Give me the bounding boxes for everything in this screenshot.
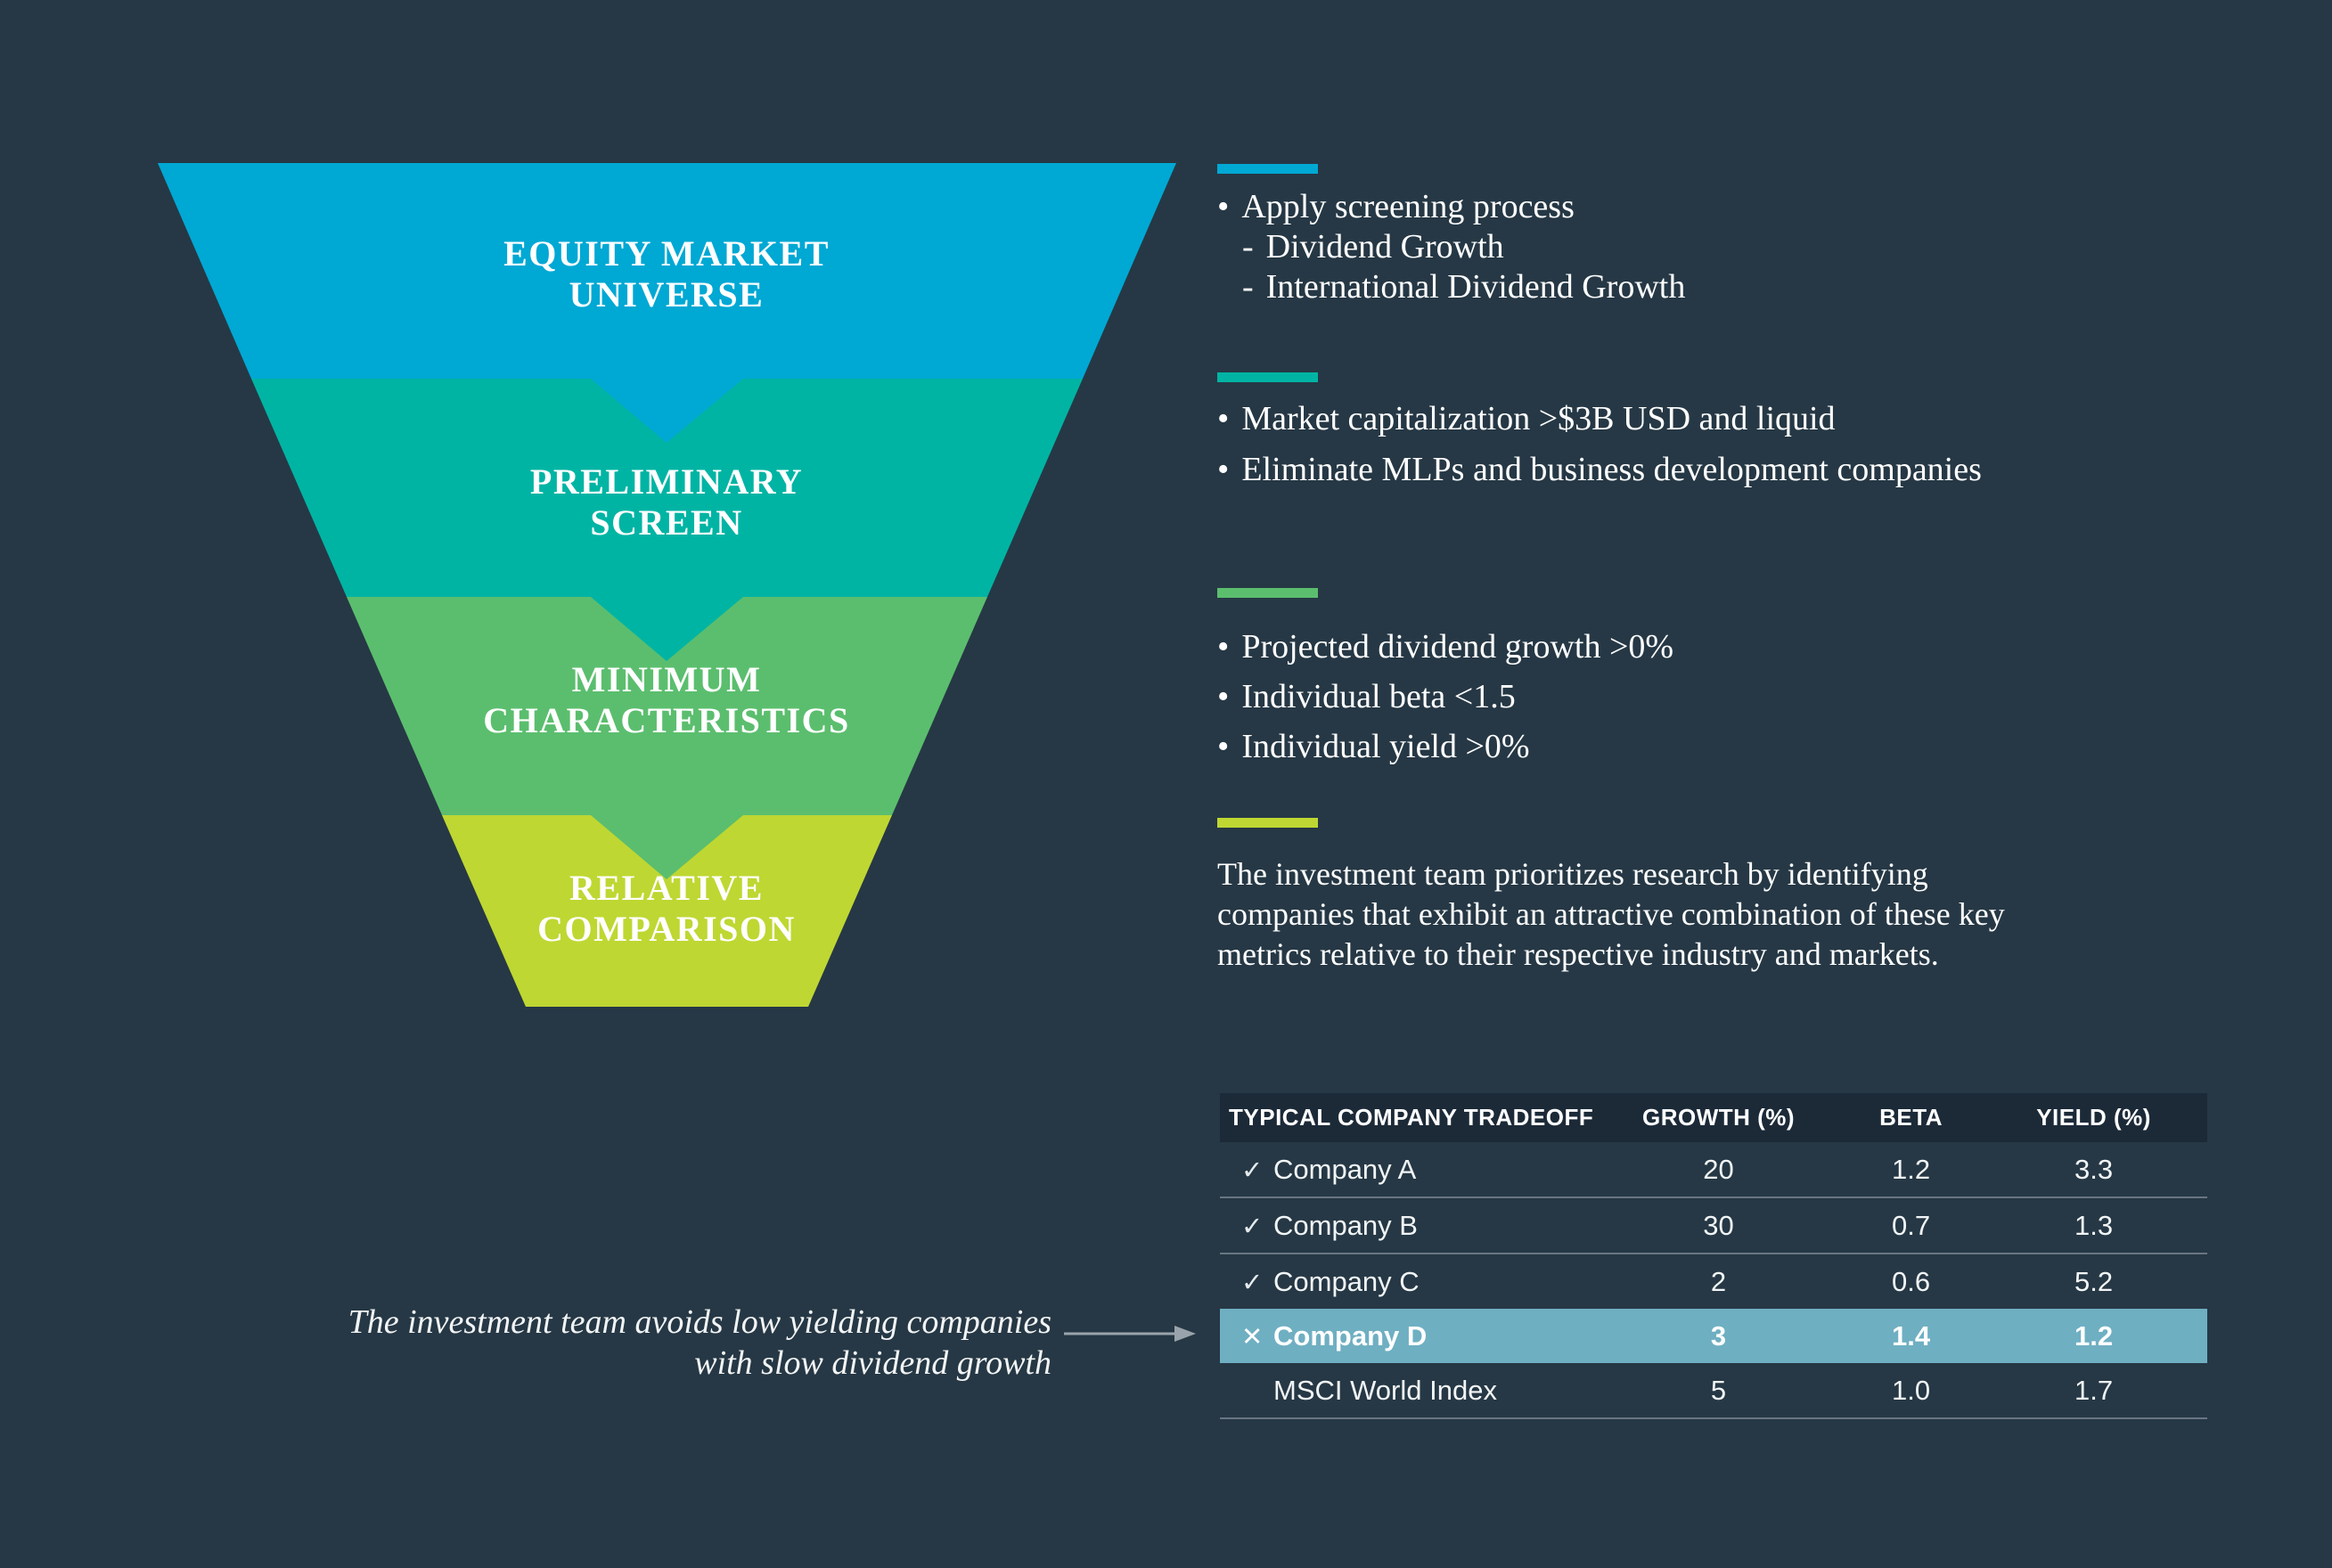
- bullet-text: Individual yield >0%: [1241, 728, 1530, 765]
- company-name: Company D: [1273, 1319, 1428, 1352]
- funnel-label-preliminary-screen: PRELIMINARY SCREEN: [221, 461, 1112, 543]
- company-name: MSCI World Index: [1273, 1374, 1497, 1406]
- paragraph-line: metrics relative to their respective ind…: [1217, 936, 1939, 972]
- column-header-beta: BETA: [1879, 1104, 1943, 1131]
- bullet-marker: •: [1217, 451, 1230, 488]
- funnel-stage-preliminary-screen: [251, 379, 1083, 661]
- funnel-label-equity-market-universe: EQUITY MARKET UNIVERSE: [221, 233, 1112, 315]
- table-row-company-c: ✓ Company C 2 0.6 5.2: [1220, 1253, 2207, 1309]
- bullet-marker: •: [1217, 400, 1230, 437]
- table-header-row: TYPICAL COMPANY TRADEOFF GROWTH (%) BETA…: [1220, 1093, 2207, 1142]
- beta-value: 1.2: [1892, 1153, 1931, 1185]
- yield-value: 1.2: [2074, 1319, 2114, 1352]
- column-header-growth: GROWTH (%): [1641, 1104, 1796, 1131]
- funnel-label-minimum-characteristics: MINIMUM CHARACTERISTICS: [221, 659, 1112, 741]
- bullet-item: • Eliminate MLPs and business developmen…: [1217, 445, 1982, 495]
- bullet-marker: •: [1217, 678, 1230, 715]
- yield-value: 1.3: [2074, 1209, 2114, 1241]
- funnel-label-line: PRELIMINARY: [529, 461, 804, 502]
- bullet-item: - Dividend Growth: [1217, 227, 1685, 267]
- company-name: Company A: [1273, 1153, 1417, 1185]
- funnel-stage-equity-market-universe: [158, 163, 1176, 443]
- note-section-preliminary: • Market capitalization >$3B USD and liq…: [1217, 394, 1982, 495]
- bullet-item: • Projected dividend growth >0%: [1217, 622, 1673, 672]
- check-icon: ✓: [1241, 1210, 1264, 1241]
- funnel-label-line: EQUITY MARKET: [503, 233, 830, 274]
- yield-value: 3.3: [2074, 1153, 2114, 1185]
- bullet-item: • Market capitalization >$3B USD and liq…: [1217, 394, 1982, 445]
- bullet-text: International Dividend Growth: [1265, 268, 1686, 306]
- bullet-text: Dividend Growth: [1265, 228, 1504, 265]
- bullet-text: Market capitalization >$3B USD and liqui…: [1241, 400, 1836, 437]
- check-icon: ✓: [1241, 1266, 1264, 1297]
- funnel-label-line: RELATIVE: [569, 868, 764, 908]
- table-row-msci-world-index: MSCI World Index 5 1.0 1.7: [1220, 1363, 2207, 1417]
- accent-dash-green: [1217, 588, 1318, 598]
- beta-value: 1.4: [1892, 1319, 1931, 1352]
- avoidance-annotation: The investment team avoids low yielding …: [250, 1302, 1051, 1384]
- growth-value: 3: [1710, 1319, 1727, 1352]
- bullet-item: • Individual beta <1.5: [1217, 672, 1673, 722]
- beta-value: 1.0: [1892, 1374, 1931, 1406]
- growth-value: 30: [1703, 1209, 1734, 1241]
- note-section-screening: • Apply screening process - Dividend Gro…: [1217, 187, 1685, 307]
- funnel-stage-minimum-characteristics: [347, 597, 987, 879]
- growth-value: 20: [1703, 1153, 1734, 1185]
- funnel-label-line: UNIVERSE: [569, 274, 765, 314]
- note-section-minimum: • Projected dividend growth >0% • Indivi…: [1217, 622, 1673, 772]
- bullet-marker: •: [1217, 728, 1230, 765]
- yield-value: 1.7: [2074, 1374, 2114, 1406]
- funnel-label-line: MINIMUM: [571, 659, 762, 699]
- beta-value: 0.7: [1892, 1209, 1931, 1241]
- bullet-marker: •: [1217, 628, 1230, 666]
- column-header-yield: YIELD (%): [2036, 1104, 2151, 1131]
- annotation-line: The investment team avoids low yielding …: [348, 1303, 1051, 1341]
- bullet-text: Apply screening process: [1241, 188, 1575, 225]
- bullet-item: • Apply screening process: [1217, 187, 1685, 227]
- check-icon: ✓: [1241, 1154, 1264, 1185]
- yield-value: 5.2: [2074, 1265, 2114, 1297]
- accent-dash-teal: [1217, 372, 1318, 382]
- cross-icon: ✕: [1241, 1320, 1264, 1352]
- growth-value: 5: [1710, 1374, 1727, 1406]
- funnel-label-line: SCREEN: [590, 502, 743, 543]
- funnel-stage-relative-comparison: [442, 815, 892, 1007]
- annotation-line: with slow dividend growth: [694, 1344, 1051, 1382]
- growth-value: 2: [1710, 1265, 1727, 1297]
- table-row-company-d-highlighted: ✕ Company D 3 1.4 1.2: [1220, 1309, 2207, 1363]
- bullet-marker: •: [1217, 188, 1230, 225]
- right-arrow-icon: [1064, 1326, 1196, 1342]
- note-section-relative-paragraph: The investment team prioritizes research…: [1217, 854, 2005, 975]
- accent-dash-yellow: [1217, 818, 1318, 828]
- tradeoff-table: TYPICAL COMPANY TRADEOFF GROWTH (%) BETA…: [1220, 1093, 2207, 1419]
- table-bottom-border: [1220, 1417, 2207, 1419]
- column-header-company: TYPICAL COMPANY TRADEOFF: [1229, 1104, 1594, 1131]
- funnel-label-relative-comparison: RELATIVE COMPARISON: [221, 868, 1112, 950]
- bullet-item: - International Dividend Growth: [1217, 267, 1685, 307]
- company-name: Company C: [1273, 1265, 1420, 1297]
- bullet-text: Individual beta <1.5: [1241, 678, 1516, 715]
- table-row-company-b: ✓ Company B 30 0.7 1.3: [1220, 1196, 2207, 1253]
- beta-value: 0.6: [1892, 1265, 1931, 1297]
- funnel-label-line: COMPARISON: [537, 909, 796, 949]
- funnel-label-line: CHARACTERISTICS: [483, 700, 850, 740]
- paragraph-line: The investment team prioritizes research…: [1217, 856, 1928, 892]
- bullet-marker: -: [1242, 268, 1254, 306]
- bullet-text: Projected dividend growth >0%: [1241, 628, 1674, 666]
- company-name: Company B: [1273, 1209, 1418, 1241]
- accent-dash-blue: [1217, 164, 1318, 174]
- table-row-company-a: ✓ Company A 20 1.2 3.3: [1220, 1142, 2207, 1196]
- bullet-item: • Individual yield >0%: [1217, 722, 1673, 772]
- paragraph-line: companies that exhibit an attractive com…: [1217, 896, 2005, 932]
- bullet-text: Eliminate MLPs and business development …: [1241, 451, 1982, 488]
- bullet-marker: -: [1242, 228, 1254, 265]
